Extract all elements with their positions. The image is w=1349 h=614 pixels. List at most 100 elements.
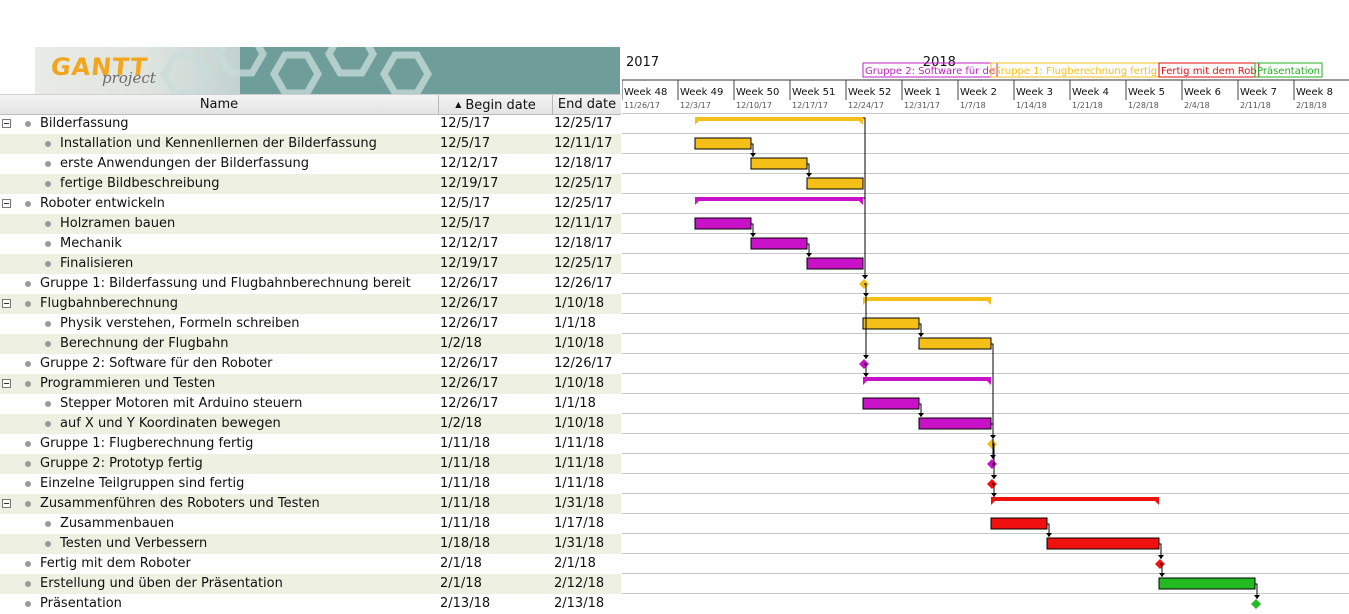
- table-row[interactable]: Gruppe 1: Bilderfassung und Flugbahnbere…: [0, 274, 621, 294]
- table-row[interactable]: fertige Bildbeschreibung 12/19/17 12/25/17: [0, 174, 621, 194]
- week-label: Week 49: [680, 87, 723, 98]
- table-row[interactable]: Zusammenführen des Roboters und Testen 1/…: [0, 494, 621, 514]
- table-row[interactable]: Zusammenbauen 1/11/18 1/17/18: [0, 514, 621, 534]
- ganttproject-logo: GANTT project: [35, 47, 620, 94]
- logo-project-text: project: [102, 69, 156, 87]
- task-end-date: 12/18/17: [554, 156, 613, 171]
- task-begin-date: 1/11/18: [440, 496, 491, 511]
- column-header-name[interactable]: Name: [0, 95, 439, 114]
- task-name: Flugbahnberechnung: [40, 296, 178, 311]
- task-bullet-icon: [45, 221, 51, 227]
- task-begin-date: 12/5/17: [440, 216, 491, 231]
- task-end-date: 1/11/18: [554, 456, 605, 471]
- task-begin-date: 12/12/17: [440, 236, 499, 251]
- collapse-toggle-icon[interactable]: [2, 379, 11, 388]
- week-date-label: 12/24/17: [848, 101, 884, 110]
- task-begin-date: 12/26/17: [440, 396, 499, 411]
- collapse-toggle-icon[interactable]: [2, 299, 11, 308]
- table-row[interactable]: auf X und Y Koordinaten bewegen 1/2/18 1/1…: [0, 414, 621, 434]
- task-end-date: 2/1/18: [554, 556, 596, 571]
- table-row[interactable]: Gruppe 2: Prototyp fertig 1/11/18 1/11/18: [0, 454, 621, 474]
- task-bullet-icon: [25, 581, 31, 587]
- task-bullet-icon: [25, 121, 31, 127]
- dependency-arrowhead: [862, 275, 868, 279]
- task-end-date: 12/11/17: [554, 216, 613, 231]
- table-row[interactable]: Bilderfassung 12/5/17 12/25/17: [0, 114, 621, 134]
- task-begin-date: 12/5/17: [440, 116, 491, 131]
- milestone-flag-label: Gruppe 1: Flugberechnung fertig: [993, 66, 1157, 77]
- dependency-arrowhead: [863, 373, 869, 377]
- table-row[interactable]: Finalisieren 12/19/17 12/25/17: [0, 254, 621, 274]
- dependency-arrowhead: [991, 493, 997, 497]
- column-header-begin-date[interactable]: ▲ Begin date: [439, 95, 553, 114]
- table-row[interactable]: Einzelne Teilgruppen sind fertig 1/11/18 1…: [0, 474, 621, 494]
- task-name: Installation und Kennenllernen der Bilde…: [60, 136, 377, 151]
- year-label: 2017: [626, 55, 659, 70]
- week-date-label: 2/4/18: [1184, 101, 1210, 110]
- dependency-line: [992, 463, 995, 479]
- table-row[interactable]: Programmieren und Testen 12/26/17 1/10/18: [0, 374, 621, 394]
- week-date-label: 2/11/18: [1240, 101, 1271, 110]
- task-bullet-icon: [25, 381, 31, 387]
- table-row[interactable]: Gruppe 1: Flugberechnung fertig 1/11/18 1/…: [0, 434, 621, 454]
- table-row[interactable]: Gruppe 2: Software für den Roboter 12/26/…: [0, 354, 621, 374]
- column-header-end-date[interactable]: End date: [557, 97, 617, 112]
- milestone-flag-box: [1158, 62, 1260, 78]
- table-row[interactable]: Stepper Motoren mit Arduino steuern 12/26…: [0, 394, 621, 414]
- collapse-toggle-icon[interactable]: [2, 199, 11, 208]
- week-label: Week 52: [848, 87, 891, 98]
- collapse-toggle-icon[interactable]: [2, 499, 11, 508]
- task-bullet-icon: [25, 301, 31, 307]
- task-bullet-icon: [25, 201, 31, 207]
- table-row[interactable]: erste Anwendungen der Bilderfassung 12/12…: [0, 154, 621, 174]
- dependency-arrowhead: [918, 333, 924, 337]
- table-row[interactable]: Physik verstehen, Formeln schreiben 12/26…: [0, 314, 621, 334]
- task-end-date: 12/26/17: [554, 356, 613, 371]
- table-row[interactable]: Erstellung und üben der Präsentation 2/1/…: [0, 574, 621, 594]
- task-name: auf X und Y Koordinaten bewegen: [60, 416, 281, 431]
- table-row[interactable]: Holzramen bauen 12/5/17 12/11/17: [0, 214, 621, 234]
- task-bar: [1158, 577, 1256, 590]
- collapse-toggle-icon[interactable]: [2, 119, 11, 128]
- task-end-date: 12/11/17: [554, 136, 613, 151]
- task-bar: [918, 337, 992, 350]
- week-label: Week 8: [1296, 87, 1333, 98]
- task-begin-date: 12/5/17: [440, 136, 491, 151]
- table-row[interactable]: Installation und Kennenllernen der Bilde…: [0, 134, 621, 154]
- table-row[interactable]: Fertig mit dem Roboter 2/1/18 2/1/18: [0, 554, 621, 574]
- dependency-arrowhead: [1159, 573, 1165, 577]
- table-row[interactable]: Flugbahnberechnung 12/26/17 1/10/18: [0, 294, 621, 314]
- task-end-date: 12/26/17: [554, 276, 613, 291]
- week-label: Week 3: [1016, 87, 1053, 98]
- milestone-flag-label: Fertig mit dem Rob: [1161, 66, 1257, 77]
- task-bullet-icon: [25, 281, 31, 287]
- table-row[interactable]: Roboter entwickeln 12/5/17 12/25/17: [0, 194, 621, 214]
- week-label: Week 48: [624, 87, 667, 98]
- dependency-line: [991, 423, 994, 459]
- task-bar: [1046, 537, 1160, 550]
- table-row[interactable]: Berechnung der Flugbahn 1/2/18 1/10/18: [0, 334, 621, 354]
- task-name: Holzramen bauen: [60, 216, 176, 231]
- table-row[interactable]: Präsentation 2/13/18 2/13/18: [0, 594, 621, 614]
- week-date-label: 11/26/17: [624, 101, 660, 110]
- week-label: Week 7: [1240, 87, 1277, 98]
- task-bar: [862, 317, 920, 330]
- week-label: Week 50: [736, 87, 779, 98]
- milestone-flag-box: [1254, 62, 1323, 78]
- task-bullet-icon: [45, 421, 51, 427]
- task-end-date: 12/25/17: [554, 196, 613, 211]
- table-row[interactable]: Mechanik 12/12/17 12/18/17: [0, 234, 621, 254]
- task-bullet-icon: [25, 601, 31, 607]
- week-date-label: 12/10/17: [736, 101, 772, 110]
- task-end-date: 12/25/17: [554, 176, 613, 191]
- table-row[interactable]: Testen und Verbessern 1/18/18 1/31/18: [0, 534, 621, 554]
- task-end-date: 1/10/18: [554, 296, 605, 311]
- week-label: Week 2: [960, 87, 997, 98]
- task-name: Bilderfassung: [40, 116, 129, 131]
- task-begin-date: 12/26/17: [440, 276, 499, 291]
- task-bar: [750, 157, 808, 170]
- dependency-line: [992, 483, 995, 497]
- dependency-line: [1159, 543, 1162, 559]
- week-label: Week 5: [1128, 87, 1165, 98]
- week-date-label: 1/21/18: [1072, 101, 1103, 110]
